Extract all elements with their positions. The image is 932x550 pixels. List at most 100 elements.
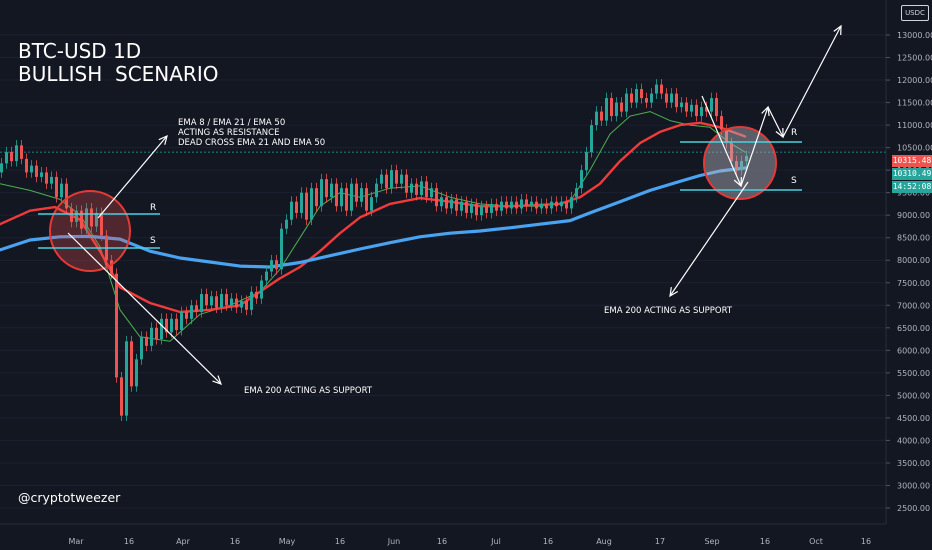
time-tick-0: Mar bbox=[68, 537, 84, 546]
time-tick-1: 16 bbox=[124, 537, 134, 546]
candle-140 bbox=[700, 107, 703, 117]
candle-123 bbox=[615, 102, 618, 117]
time-tick-13: 16 bbox=[760, 537, 770, 546]
candle-103 bbox=[515, 201, 518, 209]
price-tick-10: 8000.00 bbox=[897, 256, 930, 265]
price-tick-5: 10500.00 bbox=[897, 144, 932, 153]
candle-27 bbox=[135, 359, 138, 387]
candle-25 bbox=[125, 341, 128, 416]
candle-117 bbox=[585, 152, 588, 171]
price-tick-7: 9500.00 bbox=[897, 189, 930, 198]
candle-58 bbox=[290, 201, 293, 220]
candle-19 bbox=[95, 212, 98, 227]
candle-88 bbox=[440, 197, 443, 207]
candle-17 bbox=[85, 208, 88, 229]
candle-137 bbox=[685, 102, 688, 112]
label-s-left: S bbox=[150, 236, 156, 246]
candle-8 bbox=[40, 172, 43, 177]
author-handle: @cryptotweezer bbox=[18, 490, 121, 505]
candle-29 bbox=[145, 336, 148, 346]
price-tick-1: 12500.00 bbox=[897, 54, 932, 63]
price-tick-4: 11000.00 bbox=[897, 121, 932, 130]
candle-141 bbox=[705, 107, 708, 112]
time-tick-9: 16 bbox=[543, 537, 553, 546]
candle-28 bbox=[140, 336, 143, 360]
price-axis[interactable] bbox=[886, 0, 932, 550]
candle-138 bbox=[690, 104, 693, 112]
candle-51 bbox=[255, 291, 258, 299]
candle-76 bbox=[380, 174, 383, 184]
time-tick-2: Apr bbox=[176, 537, 191, 546]
candle-134 bbox=[670, 93, 673, 103]
candle-99 bbox=[495, 203, 498, 211]
candle-14 bbox=[70, 208, 73, 222]
candle-122 bbox=[610, 98, 613, 117]
time-tick-7: 16 bbox=[437, 537, 447, 546]
candle-63 bbox=[315, 188, 318, 207]
currency-badge[interactable]: USDC bbox=[901, 5, 929, 21]
candle-91 bbox=[455, 199, 458, 211]
price-tick-9: 8500.00 bbox=[897, 234, 930, 243]
candle-46 bbox=[230, 298, 233, 306]
price-tick-20: 3000.00 bbox=[897, 481, 930, 490]
candle-15 bbox=[75, 210, 78, 222]
candle-142 bbox=[710, 98, 713, 112]
time-tick-5: 16 bbox=[335, 537, 345, 546]
candle-77 bbox=[385, 174, 388, 189]
candle-2 bbox=[10, 152, 13, 162]
candle-98 bbox=[490, 203, 493, 213]
candle-23 bbox=[115, 273, 118, 378]
candle-4 bbox=[20, 145, 23, 159]
candle-60 bbox=[300, 192, 303, 213]
candles[interactable] bbox=[0, 79, 748, 422]
time-tick-12: Sep bbox=[704, 537, 719, 546]
candle-129 bbox=[645, 98, 648, 103]
price-tick-2: 12000.00 bbox=[897, 76, 932, 85]
time-tick-14: Oct bbox=[809, 537, 823, 546]
candle-148 bbox=[740, 161, 743, 171]
candle-131 bbox=[655, 84, 658, 94]
highlight-circle-left bbox=[49, 190, 131, 272]
candle-126 bbox=[630, 93, 633, 103]
candle-66 bbox=[330, 183, 333, 198]
candle-67 bbox=[335, 183, 338, 207]
candle-43 bbox=[215, 296, 218, 308]
candle-143 bbox=[715, 98, 718, 117]
time-tick-6: Jun bbox=[387, 537, 401, 546]
candle-144 bbox=[720, 116, 723, 130]
candle-30 bbox=[150, 327, 153, 346]
candle-111 bbox=[555, 201, 558, 207]
grid bbox=[0, 34, 886, 509]
candle-72 bbox=[360, 188, 363, 202]
last-price-label: 10315.48 bbox=[892, 155, 932, 167]
price-tick-15: 5500.00 bbox=[897, 369, 930, 378]
time-axis-ticks[interactable]: Mar 16 Apr 16 May 16 Jun 16 Jul 16 Aug 17 Sep 16 Oct 16 bbox=[68, 537, 871, 546]
candle-24 bbox=[120, 377, 123, 416]
candle-110 bbox=[550, 201, 553, 209]
time-tick-3: 16 bbox=[230, 537, 240, 546]
candle-119 bbox=[595, 111, 598, 126]
price-tick-13: 6500.00 bbox=[897, 324, 930, 333]
candle-86 bbox=[430, 188, 433, 198]
candle-146 bbox=[730, 143, 733, 162]
candle-42 bbox=[210, 296, 213, 306]
candle-62 bbox=[310, 188, 313, 220]
candle-74 bbox=[370, 197, 373, 211]
price-tick-8: 9000.00 bbox=[897, 211, 930, 220]
candle-84 bbox=[420, 181, 423, 195]
arrow-down-right bbox=[701, 95, 742, 187]
candle-78 bbox=[390, 170, 393, 189]
candle-105 bbox=[525, 199, 528, 207]
candle-0 bbox=[0, 163, 3, 173]
candle-121 bbox=[605, 98, 608, 121]
candle-10 bbox=[50, 176, 53, 184]
candle-35 bbox=[175, 318, 178, 331]
candle-120 bbox=[600, 111, 603, 121]
candle-50 bbox=[250, 291, 253, 310]
candle-37 bbox=[185, 312, 188, 319]
candle-33 bbox=[165, 318, 168, 333]
candle-92 bbox=[460, 201, 463, 211]
candle-85 bbox=[425, 181, 428, 198]
candle-3 bbox=[15, 145, 18, 162]
